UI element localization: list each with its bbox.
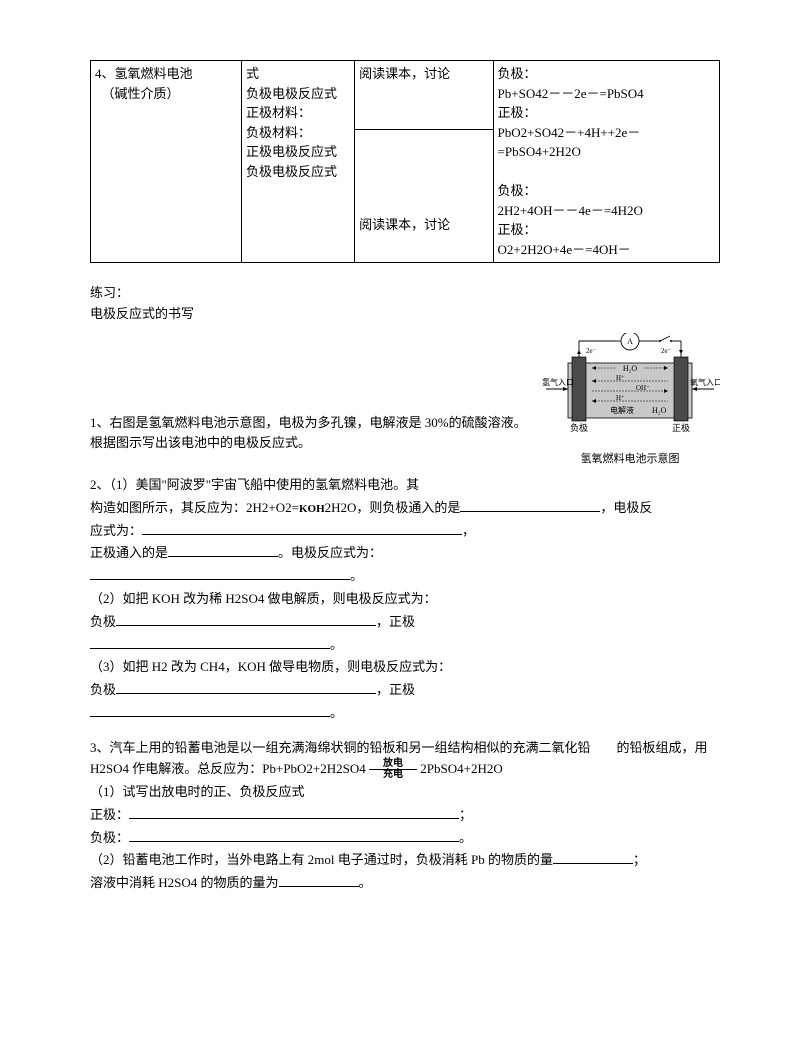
q3-line2: （1）试写出放电时的正、负极反应式: [90, 784, 305, 799]
svg-text:氧气入口: 氧气入口: [690, 377, 720, 387]
q3-line6a: 溶液中消耗 H2SO4 的物质的量为: [90, 875, 279, 890]
blank: [116, 682, 376, 694]
blank: [129, 807, 459, 819]
svg-text:正极: 正极: [672, 422, 690, 433]
svg-text:H₂O: H₂O: [652, 406, 667, 415]
q2-line3a: 应式为：: [90, 523, 142, 538]
fuel-cell-diagram: A 2e⁻ 2e⁻ H₂O H⁺ OH⁻ H⁺: [540, 333, 720, 469]
cell-discuss-1: 阅读课本，讨论: [355, 61, 493, 130]
cell-equations: 负极： Pb+SO42－－2e－=PbSO4 正极： PbO2+SO42－+4H…: [493, 61, 719, 263]
blank: [142, 522, 462, 534]
svg-text:OH⁻: OH⁻: [636, 384, 650, 392]
blank: [90, 636, 330, 648]
question-3: 3、汽车上用的铅蓄电池是以一组充满海绵状铜的铅板和另一组结构相似的充满二氧化铅 …: [90, 738, 720, 894]
svg-text:2e⁻: 2e⁻: [586, 347, 597, 355]
q3-line3b: ；: [459, 807, 472, 822]
q2-line2b: 2H2O，则负极通入的是: [325, 500, 461, 515]
blank: [553, 852, 633, 864]
q2-line4b: 。电极反应式为：: [278, 545, 382, 560]
blank: [90, 568, 350, 580]
q3-line5a: （2）铅蓄电池工作时，当外电路上有 2mol 电子通过时，负极消耗 Pb 的物质…: [90, 852, 553, 867]
q2-line2c: ，电极反: [600, 500, 652, 515]
svg-text:H₂O: H₂O: [623, 364, 638, 373]
q3-line3a: 正极：: [90, 807, 129, 822]
svg-text:2e⁻: 2e⁻: [661, 347, 672, 355]
q2-line1: 2、（1）美国"阿波罗"宇宙飞船中使用的氢氧燃料电池。其: [90, 477, 419, 492]
blank: [90, 705, 330, 717]
q3-line5b: ；: [633, 852, 646, 867]
koh-label: KOH: [299, 503, 325, 515]
exercise-subheading: 电极反应式的书写: [90, 304, 720, 325]
q2-line6: （2）如把 KOH 改为稀 H2SO4 做电解质，则电极反应式为：: [90, 591, 437, 606]
q2-line7a: 负极: [90, 614, 116, 629]
blank: [460, 499, 600, 511]
q2-line2a: 构造如图所示，其反应为：2H2+O2=: [90, 500, 299, 515]
q3-line4b: 。: [459, 830, 472, 845]
svg-text:A: A: [627, 337, 633, 346]
cell-topic: 4、氢氧燃料电池 （碱性介质）: [91, 61, 242, 263]
q2-line7b: ，正极: [376, 614, 415, 629]
q2-line3b: ，: [462, 523, 475, 538]
q2-line10b: ，正极: [376, 682, 415, 697]
cell-prompts: 式 负极电极反应式 正极材料： 负极材料： 正极电极反应式 负极电极反应式: [241, 61, 354, 263]
exercise-heading: 练习：: [90, 283, 720, 304]
q2-line11b: 。: [330, 705, 343, 720]
svg-text:电解液: 电解液: [610, 405, 634, 415]
q3-line6b: 。: [359, 875, 372, 890]
svg-text:负极: 负极: [570, 422, 588, 433]
q2-line5b: 。: [350, 568, 363, 583]
blank: [168, 545, 278, 557]
diagram-caption: 氢氧燃料电池示意图: [540, 451, 720, 469]
svg-text:氢气入口: 氢气入口: [542, 377, 574, 387]
q2-line10a: 负极: [90, 682, 116, 697]
svg-text:H⁺: H⁺: [616, 374, 625, 382]
svg-text:H⁺: H⁺: [616, 394, 625, 402]
cell-discuss-2: 阅读课本，讨论: [355, 129, 493, 262]
q3-line4a: 负极：: [90, 830, 129, 845]
q2-line8b: 。: [330, 637, 343, 652]
blank: [279, 875, 359, 887]
q2-line9: （3）如把 H2 改为 CH4，KOH 做导电物质，则电极反应式为：: [90, 659, 451, 674]
arrow-bottom-label: 充电: [369, 770, 417, 780]
reaction-arrow: 放电 充电: [369, 759, 417, 780]
blank: [129, 829, 459, 841]
q3-line1b: 2PbSO4+2H2O: [420, 761, 502, 776]
q2-line4a: 正极通入的是: [90, 545, 168, 560]
reaction-table: 4、氢氧燃料电池 （碱性介质） 式 负极电极反应式 正极材料： 负极材料： 正极…: [90, 60, 720, 263]
question-2: 2、（1）美国"阿波罗"宇宙飞船中使用的氢氧燃料电池。其 构造如图所示，其反应为…: [90, 475, 720, 724]
blank: [116, 613, 376, 625]
